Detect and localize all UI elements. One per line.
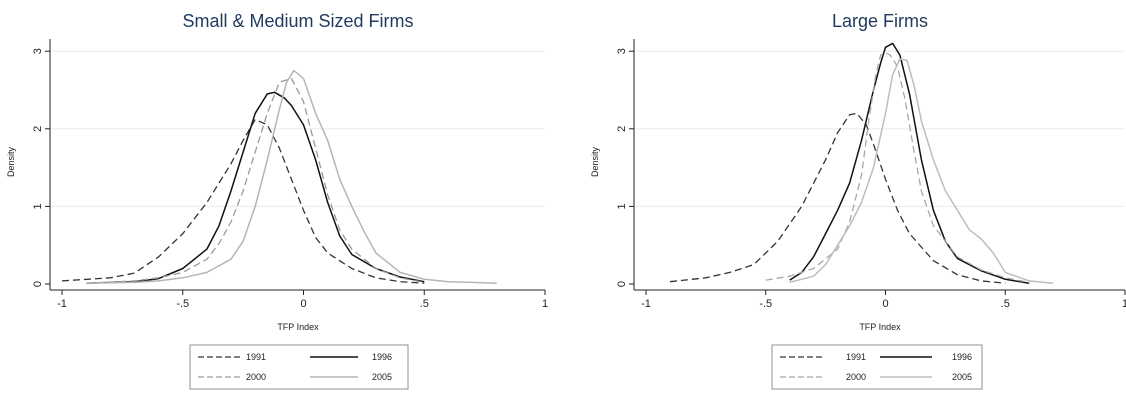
x-axis-label-large: TFP Index xyxy=(859,322,901,332)
x-tick-label: 1 xyxy=(1122,298,1126,310)
series-line-2005 xyxy=(789,58,1054,284)
legend-box xyxy=(189,344,409,390)
legend-box xyxy=(771,344,983,390)
x-tick-label: 0 xyxy=(882,298,888,310)
x-tick-label: .5 xyxy=(1001,298,1010,310)
legend-small-medium: 1991 1996 2000 2005 xyxy=(189,344,409,390)
series-line-2005 xyxy=(86,69,497,284)
legend-label-2000: 2000 xyxy=(846,372,866,382)
series-line-1991 xyxy=(669,112,1006,284)
legend-large: 1991 1996 2000 2005 xyxy=(771,344,983,390)
panel-large: Large Firms TFP Index Density 1991 1996 … xyxy=(590,11,983,390)
x-tick-label: -1 xyxy=(57,298,67,310)
y-axis-label-large: Density xyxy=(590,146,600,177)
legend-label-2000: 2000 xyxy=(246,372,266,382)
x-tick-label: .5 xyxy=(420,298,429,310)
x-tick-label: -.5 xyxy=(759,298,772,310)
x-axis-label-small-medium: TFP Index xyxy=(277,322,319,332)
legend-label-2005: 2005 xyxy=(952,372,972,382)
series-line-2000 xyxy=(86,77,425,284)
y-tick-label: 1 xyxy=(32,203,44,209)
legend-label-1991: 1991 xyxy=(246,352,266,362)
legend-label-1996: 1996 xyxy=(372,352,392,362)
panel-small-medium: Small & Medium Sized Firms TFP Index Den… xyxy=(6,11,414,390)
x-tick-label: 1 xyxy=(542,298,548,310)
legend-label-2005: 2005 xyxy=(372,372,392,382)
y-tick-label: 2 xyxy=(32,126,44,132)
y-tick-label: 3 xyxy=(616,48,628,54)
series-line-1991 xyxy=(61,118,425,284)
chart-title-small-medium: Small & Medium Sized Firms xyxy=(182,11,413,31)
y-tick-label: 0 xyxy=(616,281,628,287)
series-line-1996 xyxy=(86,91,425,284)
y-axis-label-small-medium: Density xyxy=(6,146,16,177)
y-tick-label: 3 xyxy=(32,48,44,54)
y-tick-label: 0 xyxy=(32,281,44,287)
plot-area-large: 0 1 2 3 -1 -.5 0 .5 1 xyxy=(616,39,1126,310)
legend-label-1991: 1991 xyxy=(846,352,866,362)
y-tick-label: 1 xyxy=(616,203,628,209)
y-tick-label: 2 xyxy=(616,126,628,132)
chart-title-large: Large Firms xyxy=(832,11,928,31)
legend-label-1996: 1996 xyxy=(952,352,972,362)
series-line-2000 xyxy=(765,52,1030,284)
plot-area-small-medium: 0 1 2 3 -1 -.5 0 .5 1 xyxy=(32,39,548,310)
x-tick-label: -1 xyxy=(641,298,651,310)
series-line-1996 xyxy=(789,42,1030,284)
x-tick-label: 0 xyxy=(300,298,306,310)
x-tick-label: -.5 xyxy=(176,298,189,310)
